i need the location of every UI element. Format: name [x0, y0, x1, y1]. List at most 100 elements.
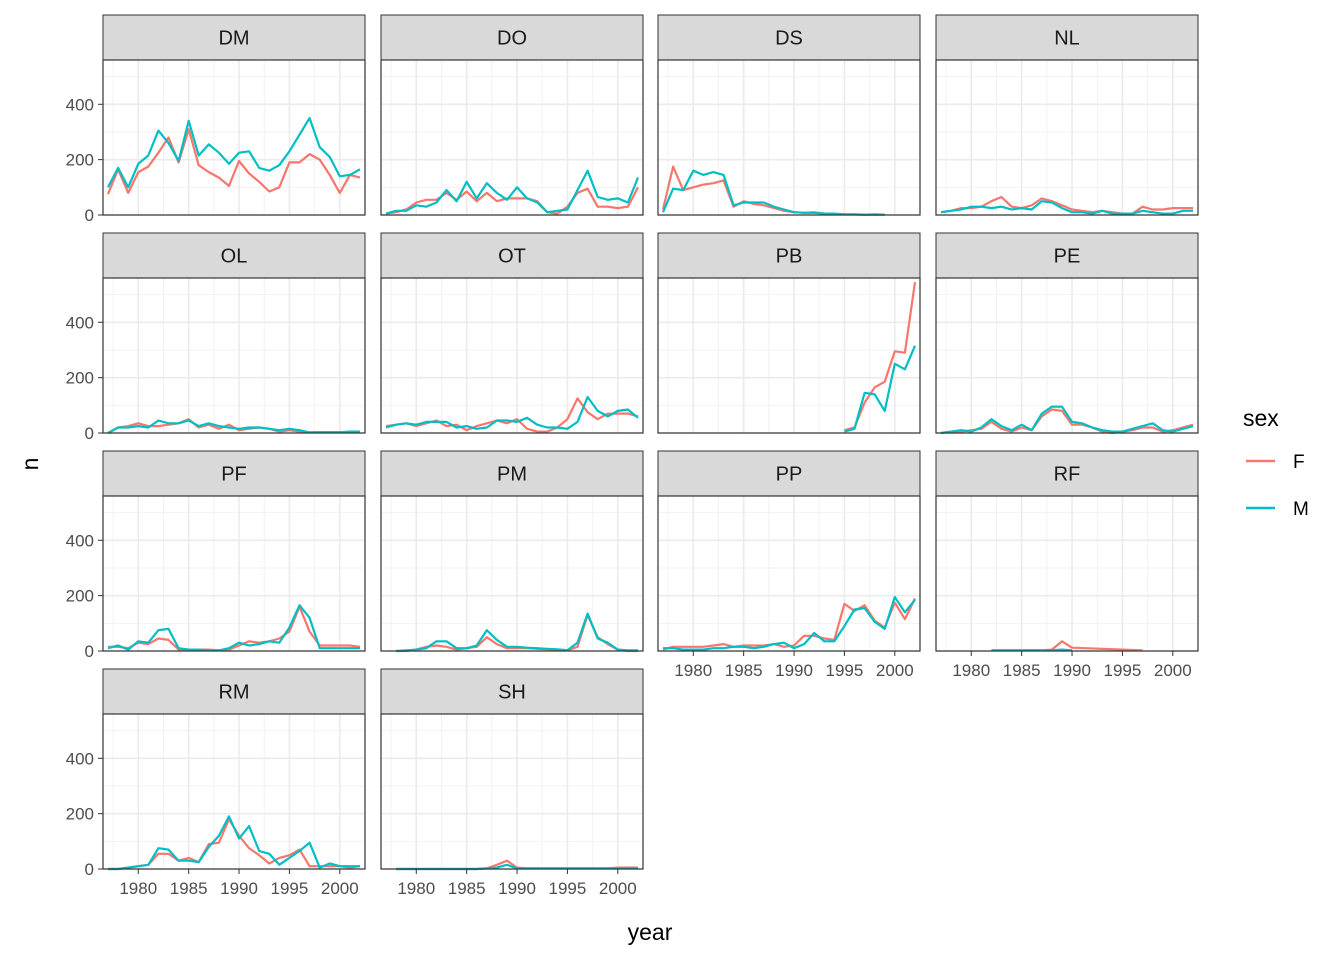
facet-strip-label: PB: [776, 246, 803, 268]
panel-border: [102, 495, 366, 652]
panel-border: [102, 713, 366, 870]
minor-gridlines: [658, 278, 920, 433]
panel-border: [657, 59, 921, 216]
minor-gridlines: [103, 278, 365, 433]
minor-gridlines: [936, 496, 1198, 651]
panel-background: [936, 60, 1198, 215]
x-tick-label: 1990: [1053, 661, 1091, 680]
panel-border: [102, 59, 366, 216]
y-tick-label: 0: [85, 860, 94, 879]
x-tick-label: 1990: [220, 879, 258, 898]
facet-strip-label: DO: [497, 28, 527, 50]
panel-background: [103, 714, 365, 869]
panel-background: [936, 496, 1198, 651]
panel-background: [381, 496, 643, 651]
minor-gridlines: [103, 496, 365, 651]
facet-strip: [102, 14, 366, 61]
series-line-m: [940, 200, 1193, 215]
x-tick-label: 1990: [775, 661, 813, 680]
panel-background: [381, 714, 643, 869]
y-tick-label: 400: [66, 95, 94, 114]
x-tick-label: 2000: [876, 661, 914, 680]
facet-strip: [935, 450, 1199, 497]
panel-border: [380, 495, 644, 652]
panel-border: [102, 277, 366, 434]
panel-border: [935, 59, 1199, 216]
panel-border: [657, 277, 921, 434]
legend-title: sex: [1243, 405, 1279, 431]
facet-strip-label: PM: [497, 464, 527, 486]
panel-background: [103, 496, 365, 651]
x-tick-label: 1985: [725, 661, 763, 680]
facet-strip: [380, 450, 644, 497]
x-tick-label: 1980: [119, 879, 157, 898]
series-line-m: [844, 345, 917, 433]
y-tick-label: 0: [85, 642, 94, 661]
x-tick-label: 1980: [952, 661, 990, 680]
facet-strip-label: RF: [1054, 464, 1081, 486]
facet-panel-pe: PE: [935, 232, 1199, 435]
panel-background: [658, 496, 920, 651]
series-line-f: [385, 186, 639, 215]
facet-panel-pb: PB: [657, 232, 921, 434]
panel-background: [936, 278, 1198, 433]
panel-border: [657, 495, 921, 652]
facet-strip: [380, 668, 644, 715]
x-tick-label: 1985: [1003, 661, 1041, 680]
x-tick-label: 2000: [1154, 661, 1192, 680]
minor-gridlines: [103, 714, 365, 869]
facet-strip-label: OL: [221, 246, 248, 268]
facet-panel-pp: PP 1980 1985 1990 1995 2000: [657, 450, 921, 680]
series-line-m: [396, 612, 638, 653]
x-tick-label: 2000: [321, 879, 359, 898]
panel-border: [380, 713, 644, 870]
facet-strip-label: NL: [1054, 28, 1080, 50]
facet-panel-do: DO: [380, 14, 644, 216]
series-line-m: [107, 116, 361, 189]
panel-background: [103, 278, 365, 433]
facet-panel-rm: RM 0 200 400 1980 1985 1990 1995 2000: [66, 668, 366, 898]
facet-strip: [102, 668, 366, 715]
series-line-m: [991, 648, 1073, 652]
facet-panel-pf: PF 0 200 400: [66, 450, 366, 661]
series-line-m: [663, 595, 916, 651]
y-tick-label: 200: [66, 805, 94, 824]
facet-strip-label: OT: [498, 246, 526, 268]
panel-border: [935, 277, 1199, 434]
series-line-m: [385, 169, 640, 215]
minor-gridlines: [936, 60, 1198, 215]
facet-strip: [380, 232, 644, 279]
minor-gridlines: [381, 278, 643, 433]
x-tick-label: 1985: [448, 879, 486, 898]
minor-gridlines: [381, 496, 643, 651]
facet-strip: [657, 14, 921, 61]
series-line-m: [385, 395, 639, 430]
minor-gridlines: [103, 60, 365, 215]
x-tick-label: 2000: [599, 879, 637, 898]
facet-strip: [380, 14, 644, 61]
facet-strip-label: SH: [498, 682, 526, 704]
facet-strip: [935, 14, 1199, 61]
y-tick-label: 200: [66, 587, 94, 606]
series-line-f: [940, 195, 1193, 215]
panel-background: [658, 278, 920, 433]
panel-border: [380, 59, 644, 216]
minor-gridlines: [381, 60, 643, 215]
y-tick-label: 400: [66, 749, 94, 768]
facet-panel-nl: NL: [935, 14, 1199, 216]
panel-background: [381, 60, 643, 215]
panel-border: [935, 495, 1199, 652]
legend-label-m: M: [1293, 499, 1309, 520]
series-line-m: [108, 815, 360, 871]
x-tick-label: 1985: [170, 879, 208, 898]
x-tick-label: 1990: [498, 879, 536, 898]
facet-strip-label: DS: [775, 28, 803, 50]
y-tick-label: 400: [66, 531, 94, 550]
series-line-m: [661, 169, 885, 216]
series-line-f: [106, 128, 361, 195]
facet-panel-sh: SH 1980 1985 1990 1995 2000: [380, 668, 644, 898]
legend: sex F M: [1243, 405, 1309, 525]
facet-strip-label: DM: [218, 28, 249, 50]
y-tick-label: 200: [66, 369, 94, 388]
